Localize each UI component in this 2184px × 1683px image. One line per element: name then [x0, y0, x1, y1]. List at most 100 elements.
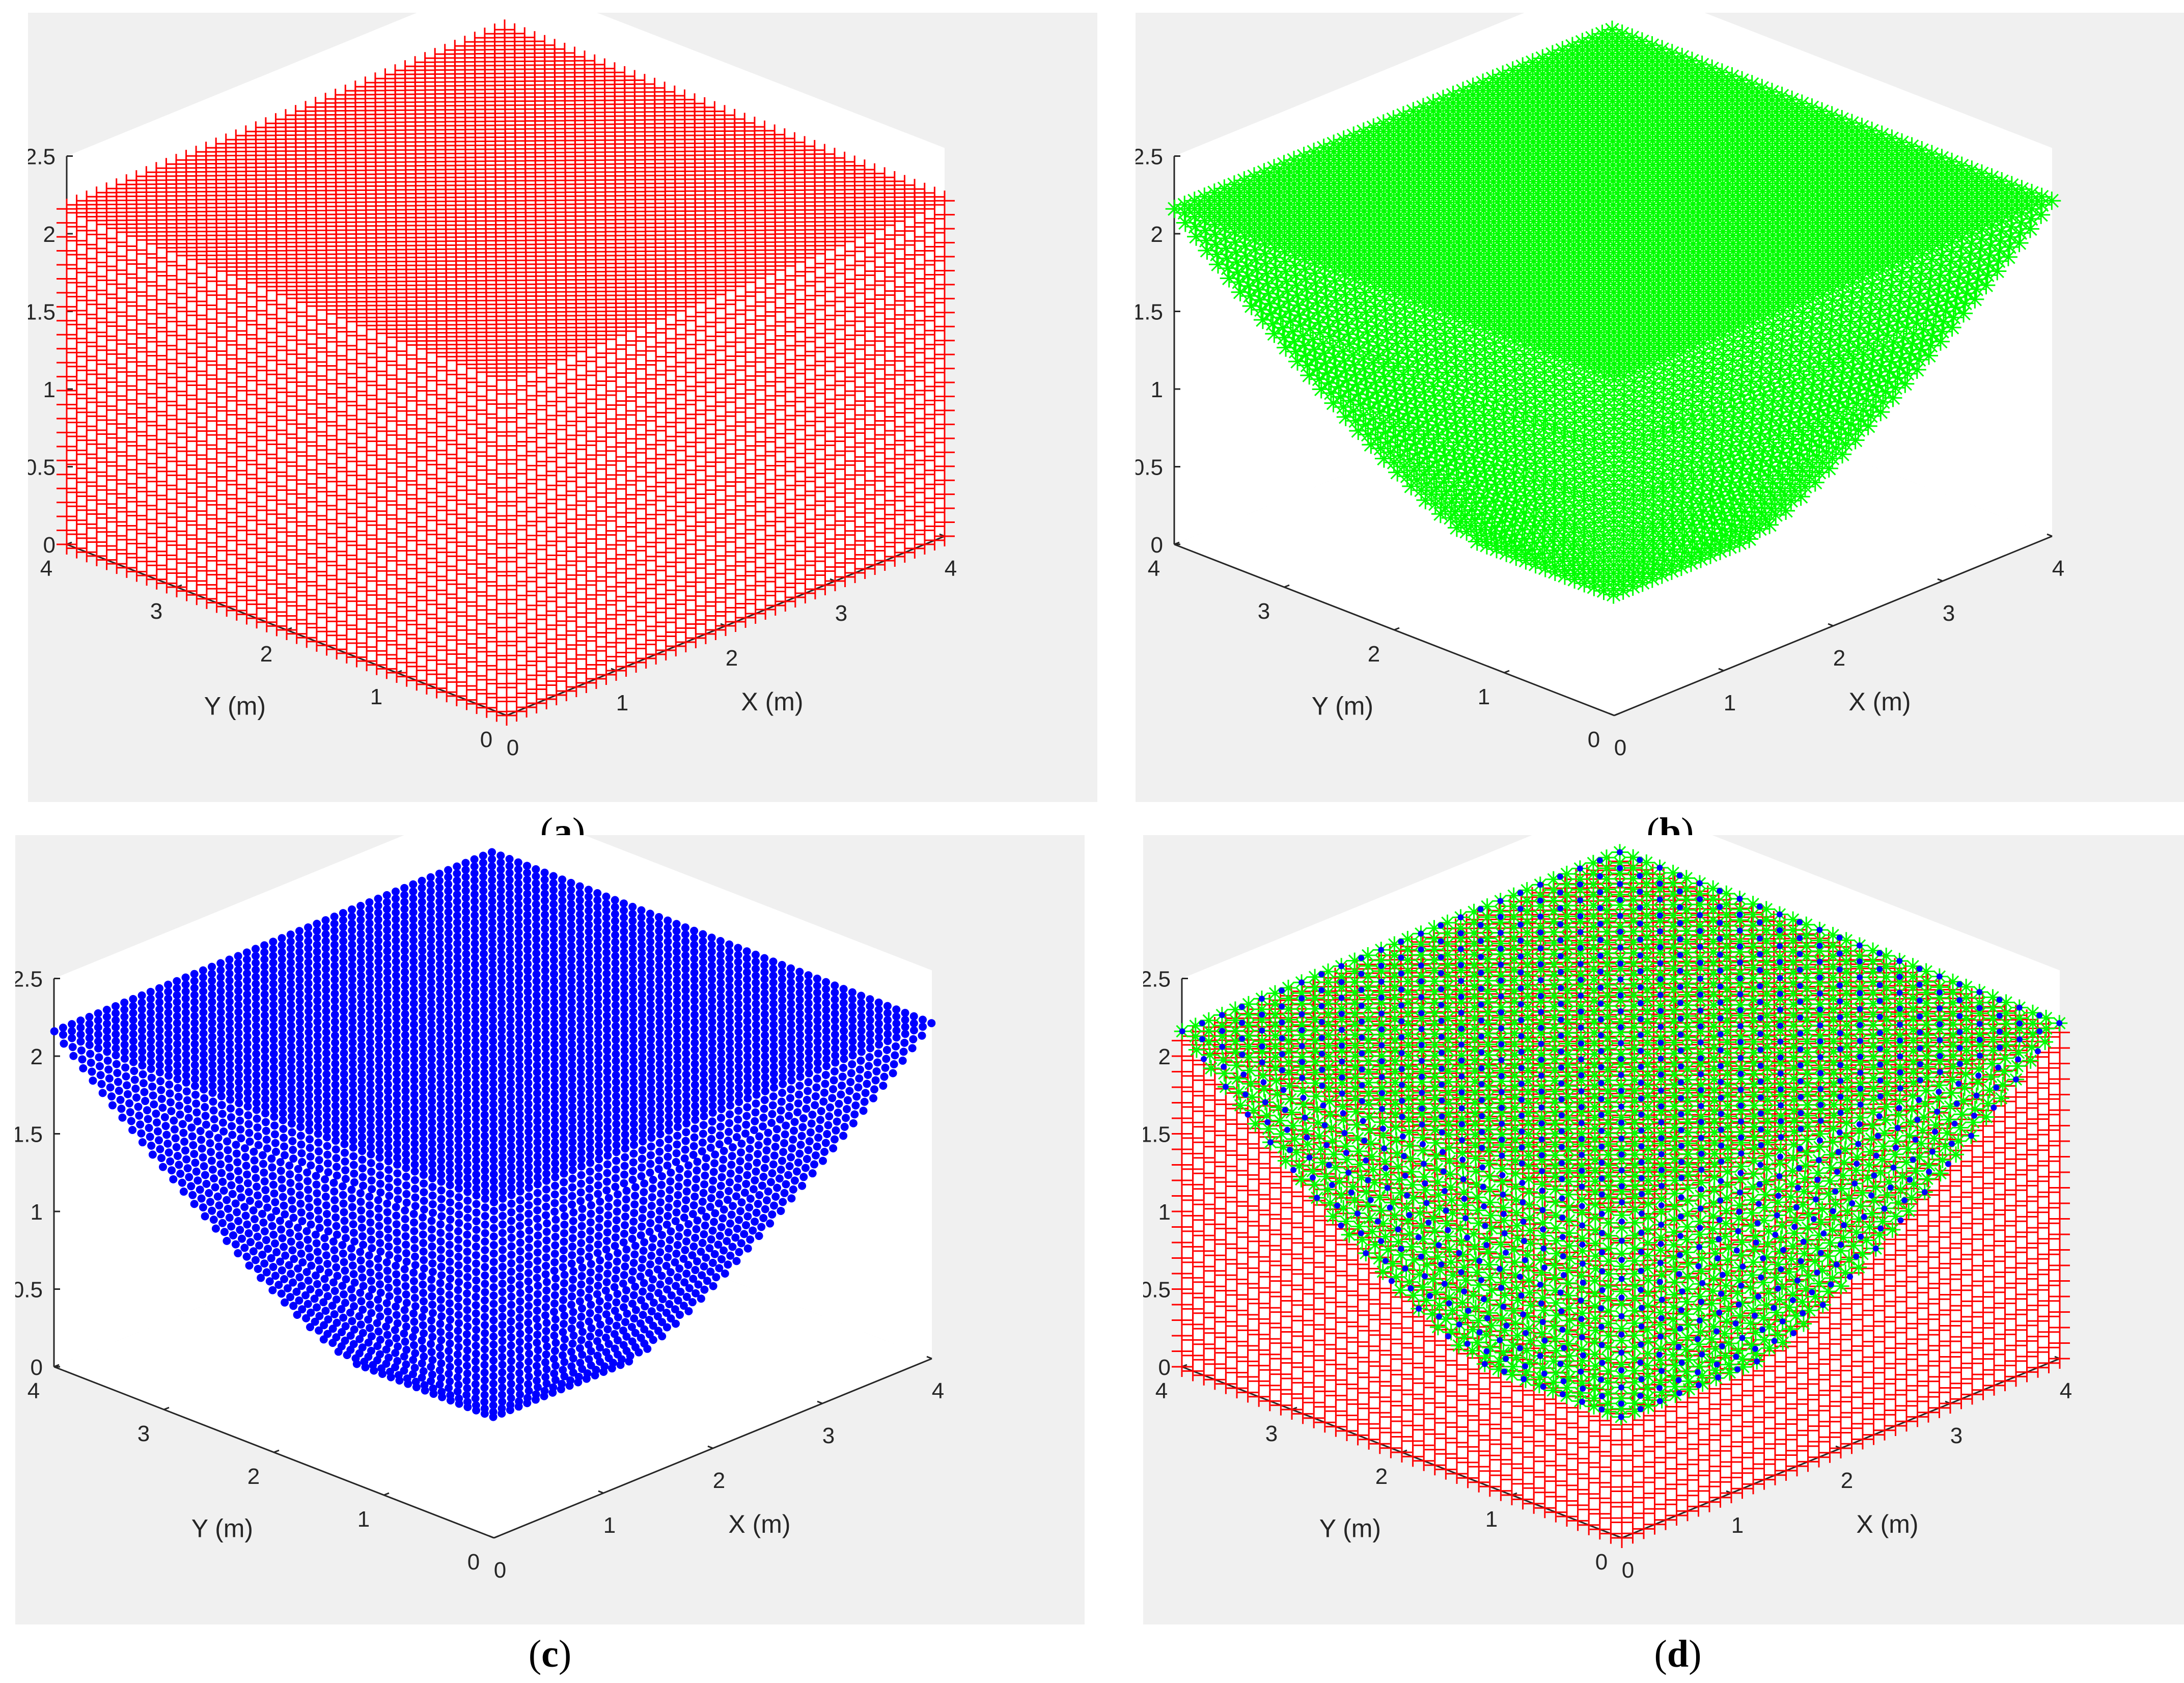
data-point: [226, 265, 247, 286]
data-point: [116, 222, 137, 243]
x-tick: [1828, 623, 1834, 627]
data-point: [506, 366, 527, 387]
z-tick-label: 2.5: [28, 145, 56, 170]
data-point: [106, 218, 127, 239]
data-point: [346, 311, 367, 332]
data-point: [566, 341, 587, 362]
data-point: [196, 253, 217, 274]
y-tick: [1614, 712, 1620, 716]
data-point: [795, 247, 816, 268]
data-point: [66, 202, 87, 223]
data-point: [755, 264, 776, 285]
data-point: [146, 233, 167, 254]
data-point: [376, 323, 397, 344]
data-point: [326, 304, 347, 324]
data-point: [785, 252, 806, 272]
x-tick-label: 1: [1724, 691, 1736, 715]
data-point: [246, 272, 267, 293]
data-point: [416, 339, 437, 360]
data-point: [156, 237, 177, 258]
z-tick-label: 1.5: [28, 300, 56, 325]
data-point: [884, 211, 905, 232]
data-point: [646, 309, 667, 329]
data-point: [705, 284, 726, 305]
data-point: [456, 354, 477, 375]
x-tick-label: 0: [507, 735, 519, 760]
data-point: [167, 241, 187, 262]
data-point: [436, 346, 457, 367]
data-point: [576, 337, 597, 358]
data-point: [874, 215, 895, 236]
data-point: [256, 276, 277, 297]
y-tick: [1504, 670, 1510, 674]
data-point: [446, 350, 467, 371]
data-point: [626, 317, 647, 338]
data-point: [366, 319, 387, 340]
data-point: [296, 292, 317, 313]
data-point: [805, 243, 825, 264]
data-point: [126, 226, 147, 246]
x-tick-label: 4: [945, 556, 957, 581]
x-tick: [2047, 533, 2053, 537]
y-tick: [1284, 584, 1290, 588]
data-point: [356, 315, 377, 336]
y-tick-label: 4: [40, 556, 52, 581]
x-tick-label: 4: [2052, 556, 2064, 581]
y-tick-label: 4: [1148, 556, 1160, 581]
data-point: [466, 358, 487, 379]
data-point: [136, 230, 157, 251]
data-point: [96, 214, 117, 235]
x-tick-label: 3: [1943, 601, 1955, 626]
data-point: [675, 296, 696, 317]
data-point: [406, 335, 427, 355]
data-point: [775, 256, 796, 277]
x-tick-label: 0: [1614, 735, 1626, 760]
x-tick: [1609, 712, 1615, 716]
z-tick-label: 0: [43, 533, 56, 558]
z-tick-label: 1: [1151, 377, 1163, 402]
data-point: [206, 257, 227, 278]
y-tick-label: 2: [260, 642, 272, 667]
x-axis-label: X (m): [1848, 687, 1911, 716]
y-tick-label: 3: [150, 599, 162, 624]
data-point: [536, 353, 557, 374]
data-point: [666, 300, 686, 321]
data-point: [556, 345, 577, 366]
y-tick-label: 0: [480, 727, 492, 752]
data-point: [635, 313, 656, 334]
point-cloud-plus: [57, 19, 955, 726]
data-point: [845, 227, 866, 248]
data-point: [57, 199, 77, 219]
data-point: [765, 260, 786, 281]
z-tick-label: 0: [1151, 533, 1163, 558]
data-point: [715, 280, 736, 301]
data-point: [86, 210, 107, 231]
z-tick-label: 1: [43, 377, 56, 402]
data-point: [655, 305, 676, 325]
data-point: [316, 299, 337, 320]
data-point: [894, 207, 915, 228]
x-tick-label: 3: [835, 601, 847, 626]
data-point: [606, 325, 626, 346]
y-tick-label: 1: [1478, 684, 1490, 709]
data-point: [835, 231, 855, 252]
data-point: [745, 268, 766, 289]
x-tick-label: 2: [1833, 646, 1845, 671]
y-tick: [1394, 627, 1400, 631]
y-tick-label: 2: [1368, 642, 1380, 667]
data-point: [306, 296, 327, 317]
data-point: [476, 362, 497, 382]
data-point: [76, 206, 97, 227]
data-point: [216, 261, 237, 282]
data-point: [924, 195, 945, 215]
z-tick-label: 2.5: [1136, 145, 1163, 170]
data-point: [236, 268, 257, 289]
x-axis-label: X (m): [741, 687, 803, 716]
z-tick-label: 1.5: [1136, 300, 1163, 325]
data-point: [496, 370, 517, 391]
